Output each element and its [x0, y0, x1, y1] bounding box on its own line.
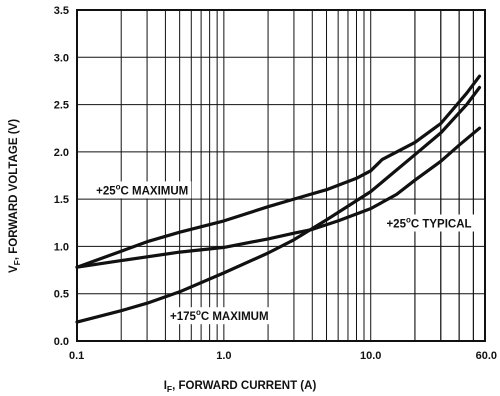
annotation-label: +25oC TYPICAL	[386, 216, 471, 231]
plot-frame	[76, 9, 486, 342]
annotation-label: +25oC MAXIMUM	[96, 182, 188, 197]
y-tick-label: 0.5	[54, 289, 69, 301]
curve-annotation: +25oC TYPICAL	[383, 214, 475, 232]
x-axis-title: IF, FORWARD CURRENT (A)	[164, 380, 317, 394]
y-tick-label: 0.0	[54, 336, 69, 348]
annotation-label: +175oC MAXIMUM	[170, 308, 269, 323]
curve-annotations: +25oC MAXIMUM +25oC TYPICAL +175oC MAXIMUM	[93, 181, 475, 325]
y-tick-label: 1.0	[54, 241, 69, 253]
y-tick-label: 3.5	[54, 5, 69, 17]
y-tick-labels: 0.0 0.5 1.0 1.5 2.0 2.5 3.0 3.5	[54, 5, 69, 348]
data-curves	[75, 74, 482, 324]
x-tick-label: 10.0	[360, 350, 381, 362]
annotation-background	[93, 181, 192, 199]
x-tick-label: 0.1	[69, 350, 84, 362]
annotation-background	[383, 214, 475, 232]
series-line	[75, 74, 482, 269]
y-axis-title: VF, FORWARD VOLTAGE (V)	[8, 119, 22, 273]
annotation-background	[167, 307, 272, 325]
y-tick-label: 3.0	[54, 52, 69, 64]
series-line	[75, 85, 482, 324]
y-tick-label: 1.5	[54, 194, 69, 206]
x-tick-label: 1.0	[216, 350, 231, 362]
y-tick-label: 2.0	[54, 147, 69, 159]
x-tick-label: 60.0	[476, 350, 497, 362]
x-tick-labels: 0.1 1.0 10.0 60.0	[69, 350, 497, 362]
series-line	[75, 126, 482, 269]
grid	[77, 10, 485, 341]
curve-annotation: +25oC MAXIMUM	[93, 181, 192, 199]
y-tick-label: 2.5	[54, 100, 69, 112]
curve-annotation: +175oC MAXIMUM	[167, 307, 272, 325]
